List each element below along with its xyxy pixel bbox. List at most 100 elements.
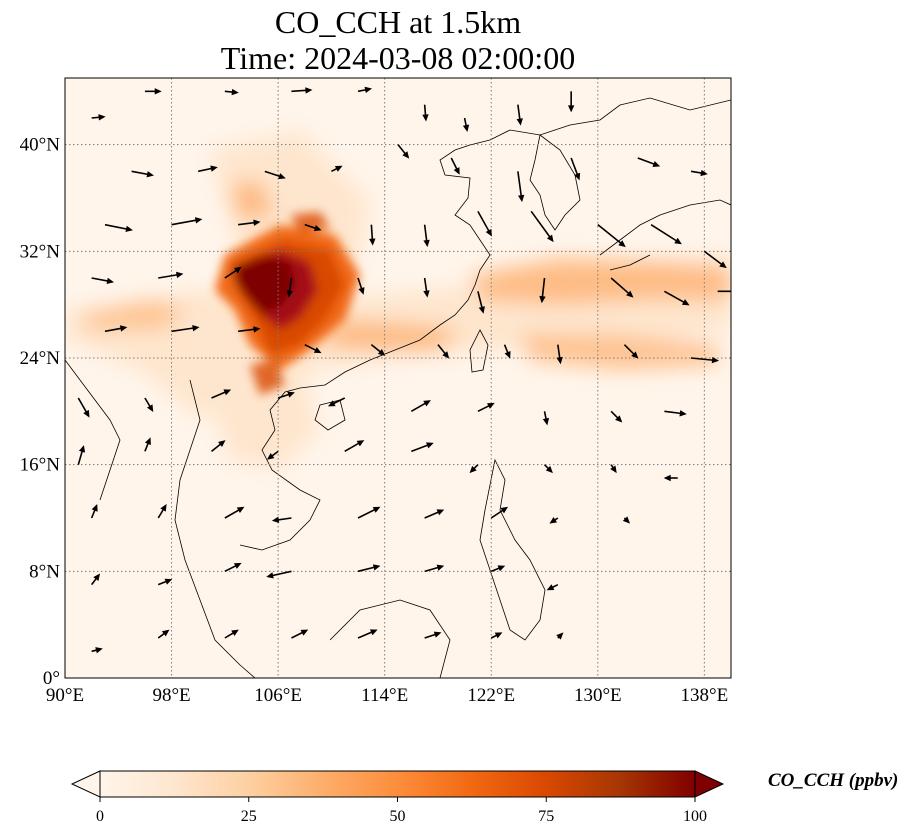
wind-arrow <box>370 344 386 356</box>
colorbar-extend-max <box>694 770 725 798</box>
colorbar-tick-label: 25 <box>241 808 257 825</box>
wind-arrow <box>264 170 286 180</box>
wind-arrow <box>224 562 242 573</box>
wind-arrow <box>369 224 376 246</box>
colorbar-gradient <box>99 770 696 798</box>
wind-arrow <box>211 389 232 399</box>
wind-arrow <box>462 117 470 132</box>
wind-arrow <box>144 397 154 412</box>
wind-arrow <box>543 464 553 474</box>
coastline-india <box>65 359 121 501</box>
plume-mid-east2 <box>520 335 720 370</box>
plume-mid-west <box>80 300 190 330</box>
wind-arrow <box>286 277 293 298</box>
lon-tick-label: 98°E <box>152 685 190 706</box>
wind-arrow <box>650 223 682 245</box>
coastline-hainan <box>314 399 346 431</box>
colorbar-tick-label: 100 <box>683 808 707 825</box>
wind-arrow <box>450 157 460 175</box>
colorbar: 0 25 50 75 100 <box>70 770 725 825</box>
wind-arrow <box>224 266 242 279</box>
title-variable: CO_CCH at 1.5km <box>274 4 522 40</box>
lon-tick-label: 130°E <box>574 685 622 706</box>
map-frame <box>64 77 732 679</box>
wind-arrow <box>158 271 184 279</box>
plume-light-north <box>210 130 370 260</box>
wind-arrow <box>304 223 322 232</box>
plume-mid-east <box>470 258 731 305</box>
wind-arrow <box>131 170 154 178</box>
colorbar-tick-label: 75 <box>538 808 554 825</box>
wind-arrow <box>104 223 133 233</box>
lat-tick-label: 16°N <box>20 455 61 476</box>
wind-arrow <box>422 104 429 122</box>
wind-arrow <box>703 250 727 269</box>
wind-arrow <box>304 343 322 354</box>
wind-arrow <box>327 397 346 407</box>
wind-arrow <box>357 506 381 519</box>
colorbar-ticks: 0 25 50 75 100 <box>96 797 707 825</box>
lat-tick-label: 24°N <box>20 348 61 369</box>
plume-north-streak <box>290 212 330 232</box>
wind-arrow <box>423 224 430 248</box>
coastline-china <box>239 97 731 551</box>
wind-arrow <box>91 114 106 121</box>
wind-vectors <box>77 86 731 654</box>
wind-arrow <box>104 325 128 333</box>
wind-arrow <box>477 291 485 314</box>
wind-arrow <box>610 277 634 298</box>
wind-arrow <box>90 573 101 586</box>
coastline-korea <box>529 134 581 231</box>
wind-arrow <box>411 442 434 453</box>
wind-arrow <box>291 87 313 94</box>
lat-tick-label: 8°N <box>29 561 60 582</box>
wind-arrow <box>570 157 581 181</box>
wind-arrow <box>171 325 200 333</box>
coastlines <box>65 97 731 678</box>
wind-arrow <box>91 647 103 654</box>
wind-arrow <box>516 104 523 126</box>
wind-arrow <box>171 217 203 226</box>
wind-arrow <box>397 144 410 159</box>
wind-arrow <box>490 506 509 519</box>
lat-tick-label: 32°N <box>20 241 61 262</box>
wind-arrow <box>549 517 559 524</box>
wind-arrow <box>77 397 90 418</box>
wind-arrow <box>517 171 525 203</box>
wind-arrow <box>490 565 506 573</box>
coastline-borneo <box>329 599 451 678</box>
wind-arrow <box>157 578 173 586</box>
lon-axis: 90°E 98°E 106°E 114°E 122°E 130°E 138°E <box>46 685 728 706</box>
lon-tick-label: 122°E <box>467 685 515 706</box>
colorbar-extend-min <box>70 770 101 798</box>
co-concentration-core <box>215 212 360 395</box>
wind-arrow <box>357 86 373 94</box>
coastline-japan <box>599 199 731 271</box>
wind-arrow <box>546 583 559 591</box>
wind-arrow <box>610 464 617 474</box>
lon-tick-label: 114°E <box>361 685 408 706</box>
wind-arrow <box>423 277 430 298</box>
lat-axis: 0° 8°N 16°N 24°N 32°N 40°N <box>20 135 61 689</box>
wind-arrow <box>622 516 631 524</box>
wind-arrow <box>567 91 575 113</box>
wind-arrow <box>224 506 245 519</box>
wind-arrow <box>437 344 450 359</box>
wind-arrow <box>91 277 115 285</box>
wind-arrow <box>224 88 239 96</box>
lat-tick-label: 40°N <box>20 135 61 156</box>
wind-arrow <box>277 391 295 399</box>
wind-arrow <box>556 344 563 365</box>
lon-tick-label: 90°E <box>46 685 84 706</box>
wind-arrow <box>410 400 431 413</box>
wind-arrow <box>542 411 550 426</box>
co-concentration-field <box>65 130 731 470</box>
wind-arrow <box>623 344 639 359</box>
wind-arrow <box>664 410 687 417</box>
plume-mid-north <box>230 180 275 220</box>
wind-arrow <box>90 504 98 519</box>
wind-arrow <box>271 516 292 523</box>
title-time: Time: 2024-03-08 02:00:00 <box>220 40 576 76</box>
coastline-indochina <box>174 379 256 678</box>
